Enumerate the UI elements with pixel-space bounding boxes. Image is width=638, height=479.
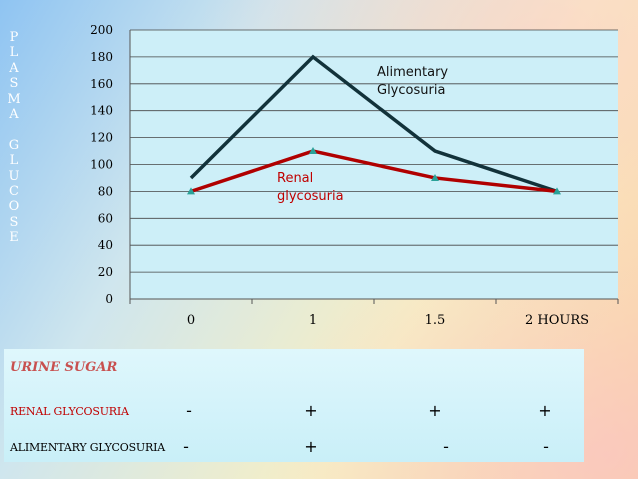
renal-series-line <box>190 149 558 194</box>
alimentary-sign-0h: - <box>183 437 189 456</box>
y-tick-label-140: 140 <box>90 104 113 118</box>
urine-sugar-panel <box>4 349 584 462</box>
chart: 0 20 40 60 80 100 120 140 160 180 200 0 1 1.5 2 HOURS A… <box>90 23 619 328</box>
y-tick-label-60: 60 <box>98 211 113 225</box>
y-tick-label-200: 200 <box>90 23 113 37</box>
renal-sign-1h: + <box>304 401 318 420</box>
y-tick-label-160: 160 <box>90 77 113 91</box>
renal-sign-2h: + <box>538 401 552 420</box>
alimentary-annotation-line-2: Glycosuria <box>377 83 445 98</box>
x-tick-label-1: 1 <box>309 313 317 328</box>
y-tick-label-120: 120 <box>90 131 113 145</box>
renal-point-marker-2 <box>431 173 439 181</box>
y-tick-label-0: 0 <box>105 292 113 306</box>
alimentary-sign-1h: + <box>304 437 318 456</box>
renal-point-marker-0 <box>187 187 195 195</box>
y-tick-label-180: 180 <box>90 50 113 64</box>
x-tick-label-2: 1.5 <box>425 313 446 328</box>
renal-sign-1-5h: + <box>428 401 442 420</box>
x-tick-label-0: 0 <box>187 313 195 328</box>
renal-annotation-line-1: Renal <box>277 171 313 186</box>
y-tick-label-20: 20 <box>98 265 113 279</box>
y-tick-label-80: 80 <box>98 184 113 198</box>
y-tick-label-40: 40 <box>98 238 113 252</box>
y-axis-vertical-label: P L A S M A G L U C O S E <box>7 30 21 246</box>
y-tick-label-100: 100 <box>90 158 113 172</box>
alimentary-glycosuria-row-label: ALIMENTARY GLYCOSURIA <box>10 441 165 454</box>
renal-point-marker-1 <box>309 147 317 155</box>
alimentary-sign-2h: - <box>543 437 549 456</box>
alimentary-sign-1-5h: - <box>443 437 449 456</box>
alimentary-annotation-line-1: Alimentary <box>377 65 448 80</box>
alimentary-series-line <box>189 54 558 194</box>
urine-sugar-title: URINE SUGAR <box>10 360 118 375</box>
renal-annotation-line-2: glycosuria <box>277 189 344 204</box>
renal-sign-0h: - <box>186 401 192 420</box>
x-tick-label-3: 2 HOURS <box>525 313 589 328</box>
renal-point-marker-3 <box>553 187 561 195</box>
renal-glycosuria-row-label: RENAL GLYCOSURIA <box>10 405 129 418</box>
